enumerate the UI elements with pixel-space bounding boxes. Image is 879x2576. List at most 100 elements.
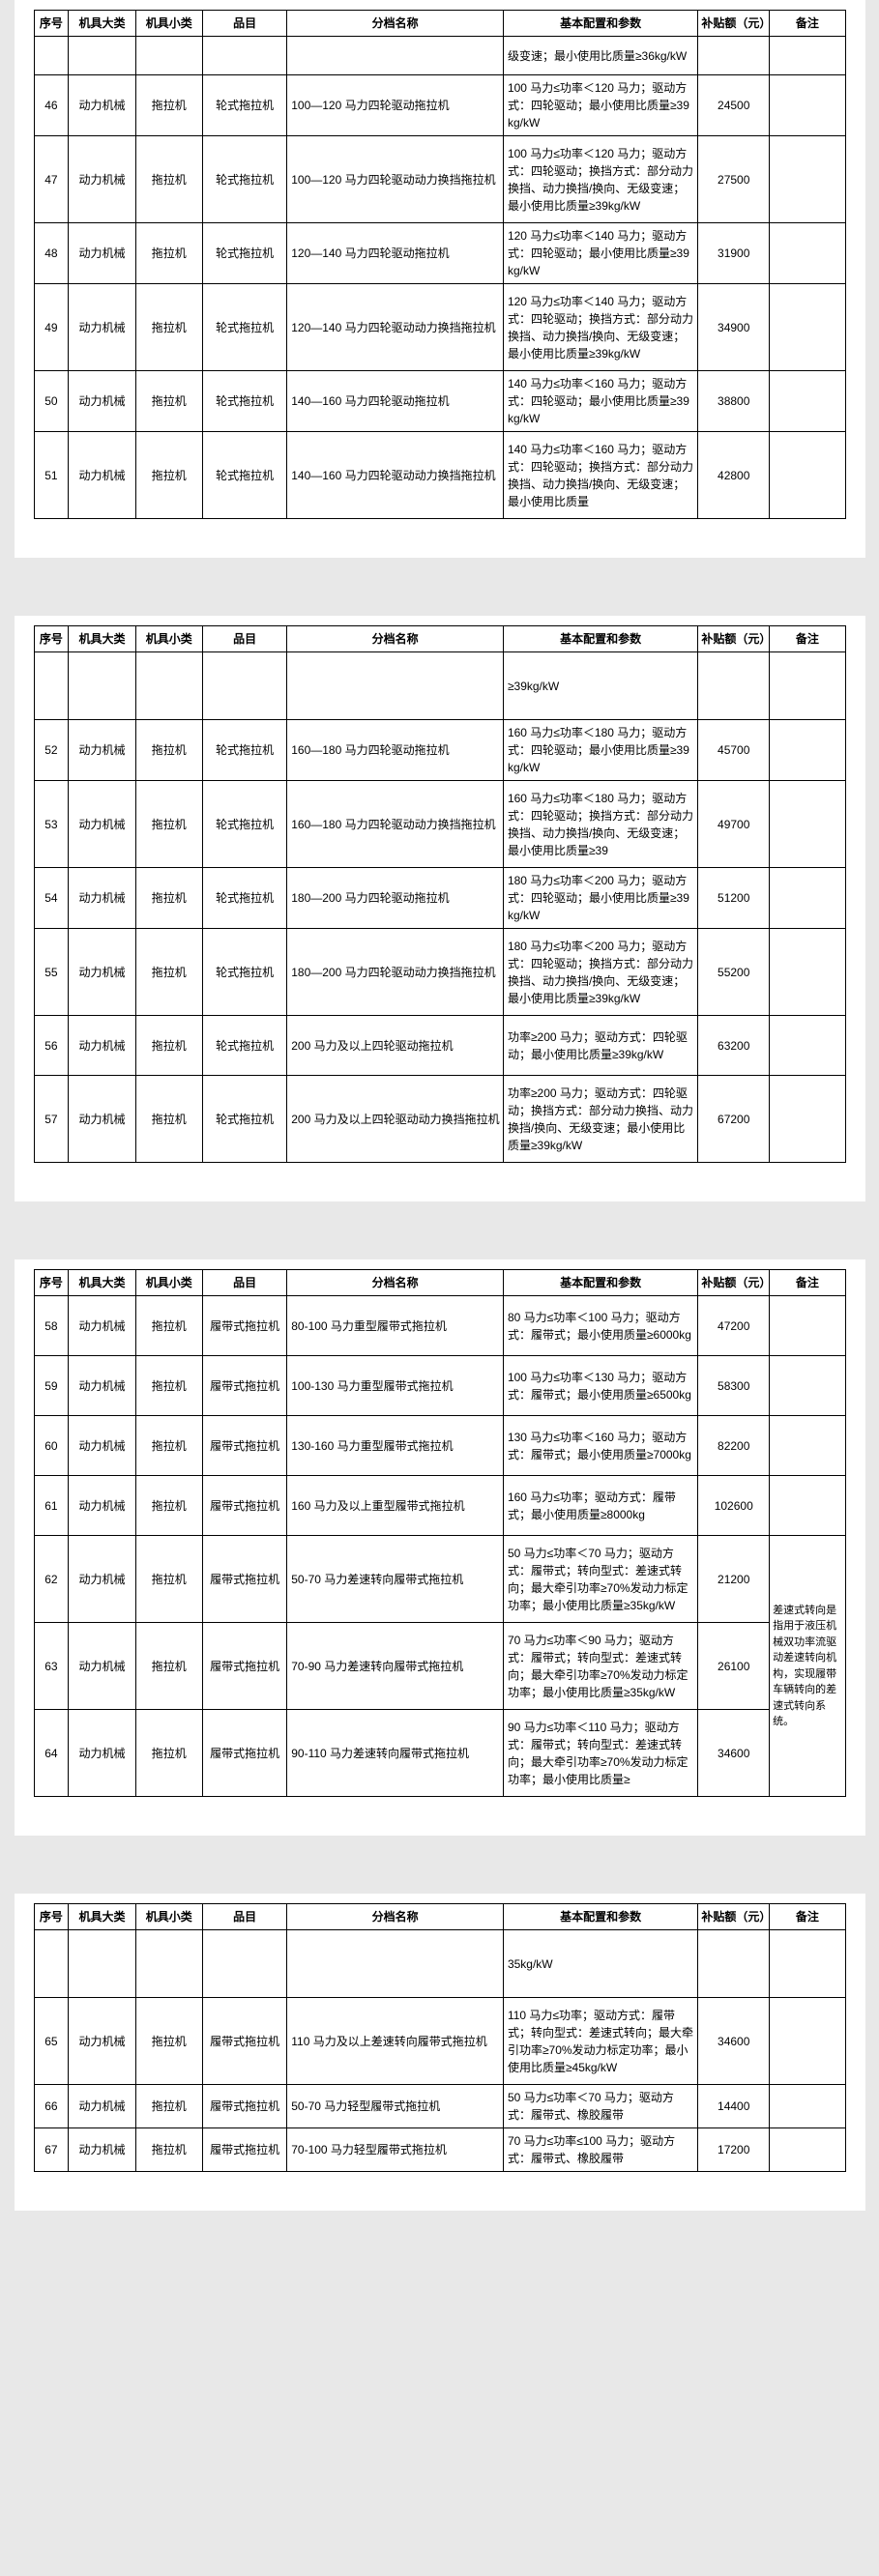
cell-subsidy: 67200 (698, 1076, 770, 1163)
cell-seq: 48 (34, 223, 69, 284)
cell-note (770, 1076, 845, 1163)
cell-subsidy: 82200 (698, 1416, 770, 1476)
cell-note (770, 75, 845, 136)
cell-item: 轮式拖拉机 (202, 223, 286, 284)
cell-seq: 51 (34, 432, 69, 519)
cell-cat2: 拖拉机 (135, 929, 202, 1016)
table-header-row: 序号 机具大类 机具小类 品目 分档名称 基本配置和参数 补贴额（元） 备注 (34, 1904, 845, 1930)
cell-spec: 140 马力≤功率＜160 马力；驱动方式：四轮驱动；最小使用比质量≥39kg/… (503, 371, 697, 432)
cell-item: 履带式拖拉机 (202, 1998, 286, 2085)
th-item: 品目 (202, 1904, 286, 1930)
cell-subsidy (698, 1930, 770, 1998)
cell-name: 90-110 马力差速转向履带式拖拉机 (287, 1710, 504, 1797)
cell-cat2: 拖拉机 (135, 2128, 202, 2172)
table-header-row: 序号 机具大类 机具小类 品目 分档名称 基本配置和参数 补贴额（元） 备注 (34, 1270, 845, 1296)
table-row: 47动力机械拖拉机轮式拖拉机100—120 马力四轮驱动动力换挡拖拉机100 马… (34, 136, 845, 223)
cell-seq: 53 (34, 781, 69, 868)
cell-subsidy: 24500 (698, 75, 770, 136)
cell-name: 100—120 马力四轮驱动拖拉机 (287, 75, 504, 136)
cell-cat2: 拖拉机 (135, 1076, 202, 1163)
cell-cat1: 动力机械 (69, 1710, 135, 1797)
table-row: 61动力机械拖拉机履带式拖拉机160 马力及以上重型履带式拖拉机160 马力≤功… (34, 1476, 845, 1536)
cell-empty (202, 652, 286, 720)
cell-subsidy (698, 37, 770, 75)
cell-empty (135, 37, 202, 75)
table-row: 60动力机械拖拉机履带式拖拉机130-160 马力重型履带式拖拉机130 马力≤… (34, 1416, 845, 1476)
cell-item: 履带式拖拉机 (202, 1416, 286, 1476)
cell-note (770, 1296, 845, 1356)
subsidy-table-1: 序号 机具大类 机具小类 品目 分档名称 基本配置和参数 补贴额（元） 备注 级… (34, 10, 846, 519)
cell-spec: ≥39kg/kW (503, 652, 697, 720)
cell-empty (135, 652, 202, 720)
th-seq: 序号 (34, 1270, 69, 1296)
cell-seq: 55 (34, 929, 69, 1016)
cell-item: 轮式拖拉机 (202, 136, 286, 223)
cell-name: 100-130 马力重型履带式拖拉机 (287, 1356, 504, 1416)
cell-subsidy: 49700 (698, 781, 770, 868)
th-name: 分档名称 (287, 11, 504, 37)
cell-seq: 61 (34, 1476, 69, 1536)
table-row: 49动力机械拖拉机轮式拖拉机120—140 马力四轮驱动动力换挡拖拉机120 马… (34, 284, 845, 371)
th-cat2: 机具小类 (135, 1904, 202, 1930)
cell-name: 160 马力及以上重型履带式拖拉机 (287, 1476, 504, 1536)
cell-note (770, 223, 845, 284)
cell-item: 轮式拖拉机 (202, 75, 286, 136)
cell-cat1: 动力机械 (69, 136, 135, 223)
cell-cat2: 拖拉机 (135, 223, 202, 284)
th-item: 品目 (202, 1270, 286, 1296)
cell-cat1: 动力机械 (69, 781, 135, 868)
cell-spec: 功率≥200 马力；驱动方式：四轮驱动；最小使用比质量≥39kg/kW (503, 1016, 697, 1076)
table-row-fragment: 级变速；最小使用比质量≥36kg/kW (34, 37, 845, 75)
cell-cat1: 动力机械 (69, 929, 135, 1016)
cell-spec: 110 马力≤功率；驱动方式：履带式；转向型式：差速式转向；最大牵引功率≥70%… (503, 1998, 697, 2085)
cell-note (770, 2128, 845, 2172)
cell-spec: 功率≥200 马力；驱动方式：四轮驱动；换挡方式：部分动力换挡、动力换挡/换向、… (503, 1076, 697, 1163)
cell-cat1: 动力机械 (69, 1356, 135, 1416)
cell-cat2: 拖拉机 (135, 284, 202, 371)
cell-spec: 130 马力≤功率＜160 马力；驱动方式：履带式；最小使用质量≥7000kg (503, 1416, 697, 1476)
cell-spec: 35kg/kW (503, 1930, 697, 1998)
th-seq: 序号 (34, 1904, 69, 1930)
cell-subsidy: 14400 (698, 2085, 770, 2128)
cell-empty (69, 37, 135, 75)
cell-seq: 49 (34, 284, 69, 371)
cell-empty (202, 37, 286, 75)
cell-item: 履带式拖拉机 (202, 1476, 286, 1536)
cell-subsidy: 34600 (698, 1710, 770, 1797)
cell-subsidy: 45700 (698, 720, 770, 781)
cell-spec: 120 马力≤功率＜140 马力；驱动方式：四轮驱动；换挡方式：部分动力换挡、动… (503, 284, 697, 371)
cell-name: 200 马力及以上四轮驱动动力换挡拖拉机 (287, 1076, 504, 1163)
table-row: 56动力机械拖拉机轮式拖拉机200 马力及以上四轮驱动拖拉机功率≥200 马力；… (34, 1016, 845, 1076)
cell-subsidy: 31900 (698, 223, 770, 284)
page-2: 序号 机具大类 机具小类 品目 分档名称 基本配置和参数 补贴额（元） 备注 ≥… (15, 616, 865, 1201)
cell-subsidy: 27500 (698, 136, 770, 223)
cell-cat1: 动力机械 (69, 75, 135, 136)
cell-name: 140—160 马力四轮驱动动力换挡拖拉机 (287, 432, 504, 519)
cell-cat1: 动力机械 (69, 223, 135, 284)
cell-cat1: 动力机械 (69, 1476, 135, 1536)
table-row: 66动力机械拖拉机履带式拖拉机50-70 马力轻型履带式拖拉机50 马力≤功率＜… (34, 2085, 845, 2128)
cell-subsidy: 38800 (698, 371, 770, 432)
cell-cat1: 动力机械 (69, 432, 135, 519)
cell-note (770, 781, 845, 868)
cell-cat2: 拖拉机 (135, 1623, 202, 1710)
cell-seq: 63 (34, 1623, 69, 1710)
cell-cat1: 动力机械 (69, 720, 135, 781)
table-header-row: 序号 机具大类 机具小类 品目 分档名称 基本配置和参数 补贴额（元） 备注 (34, 11, 845, 37)
table-row: 63动力机械拖拉机履带式拖拉机70-90 马力差速转向履带式拖拉机70 马力≤功… (34, 1623, 845, 1710)
cell-cat1: 动力机械 (69, 2085, 135, 2128)
cell-seq: 52 (34, 720, 69, 781)
table-header-row: 序号 机具大类 机具小类 品目 分档名称 基本配置和参数 补贴额（元） 备注 (34, 626, 845, 652)
th-sub: 补贴额（元） (698, 626, 770, 652)
cell-seq: 50 (34, 371, 69, 432)
cell-spec: 100 马力≤功率＜120 马力；驱动方式：四轮驱动；换挡方式：部分动力换挡、动… (503, 136, 697, 223)
cell-note (770, 432, 845, 519)
table-row: 54动力机械拖拉机轮式拖拉机180—200 马力四轮驱动拖拉机180 马力≤功率… (34, 868, 845, 929)
cell-seq: 67 (34, 2128, 69, 2172)
th-item: 品目 (202, 11, 286, 37)
cell-empty (34, 652, 69, 720)
cell-empty (287, 652, 504, 720)
cell-cat2: 拖拉机 (135, 1016, 202, 1076)
cell-name: 110 马力及以上差速转向履带式拖拉机 (287, 1998, 504, 2085)
cell-seq: 65 (34, 1998, 69, 2085)
